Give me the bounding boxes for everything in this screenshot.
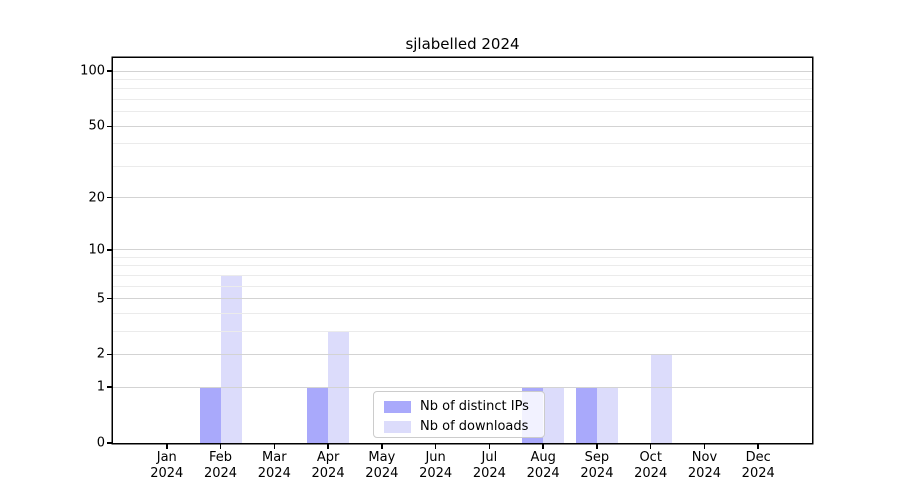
bar-distinct-ips-apr	[307, 387, 329, 443]
bar-downloads-sep	[596, 387, 618, 443]
y-axis-tick-50	[107, 125, 112, 127]
plot-area: 0 1 2 5 10 20 50 100 Jan 2024 Feb 2024 Mar 2024 Apr…	[80, 58, 812, 481]
y-axis-tick-0	[107, 442, 112, 444]
x-axis-tick-oct	[649, 444, 652, 449]
x-axis-label-apr: Apr 2024	[311, 450, 345, 481]
minor-gridline-80	[113, 88, 812, 90]
minor-gridline-30	[113, 165, 812, 167]
x-axis-tick-mar	[273, 444, 276, 449]
y-axis-label-10: 10	[88, 242, 105, 258]
x-axis-label-oct: Oct 2024	[634, 450, 668, 481]
legend-item-distinct-ips: Nb of distinct IPs	[384, 399, 544, 415]
major-gridline-2	[113, 353, 812, 355]
x-axis-label-jun: Jun 2024	[419, 450, 453, 481]
legend-label-downloads: Nb of downloads	[420, 419, 529, 434]
x-axis-label-mar: Mar 2024	[257, 450, 291, 481]
x-axis-label-feb: Feb 2024	[203, 450, 238, 481]
y-axis-label-2: 2	[96, 346, 105, 362]
x-axis-label-may: May 2024	[365, 450, 399, 481]
y-axis-tick-10	[107, 249, 112, 251]
x-axis-tick-jul	[488, 444, 491, 449]
bar-downloads-oct	[650, 354, 672, 443]
minor-gridline-6	[113, 285, 812, 287]
legend-item-downloads: Nb of downloads	[384, 419, 544, 435]
major-gridline-100	[113, 70, 812, 72]
y-axis-tick-1	[107, 386, 112, 388]
x-axis-label-sep: Sep 2024	[580, 450, 614, 481]
x-axis-tick-dec	[757, 444, 759, 449]
x-axis-label-aug: Aug 2024	[526, 450, 560, 481]
major-gridline-5	[113, 298, 812, 300]
minor-gridline-4	[113, 312, 812, 314]
y-axis-tick-20	[107, 196, 112, 199]
bar-downloads-feb	[220, 275, 242, 443]
x-axis-label-dec: Dec 2024	[741, 450, 775, 481]
x-axis-label-nov: Nov 2024	[687, 450, 721, 481]
y-axis-label-1: 1	[96, 379, 105, 395]
major-gridline-50	[113, 125, 812, 127]
legend-swatch-downloads	[384, 421, 411, 433]
y-axis-tick-100	[107, 70, 112, 72]
minor-gridline-60	[113, 111, 812, 113]
x-axis-tick-sep	[596, 444, 598, 449]
legend-label-distinct-ips: Nb of distinct IPs	[420, 399, 529, 414]
y-axis-label-0: 0	[96, 435, 105, 451]
bar-distinct-ips-sep	[575, 387, 597, 443]
y-axis-tick-2	[107, 353, 112, 356]
x-axis-tick-may	[381, 444, 383, 449]
y-axis-label-50: 50	[88, 118, 105, 134]
legend: Nb of distinct IPs Nb of downloads	[373, 391, 545, 438]
x-axis-tick-apr	[327, 444, 329, 449]
x-axis-tick-aug	[542, 444, 544, 449]
major-gridline-10	[113, 249, 812, 251]
minor-gridline-8	[113, 265, 812, 267]
y-axis-label-20: 20	[88, 190, 105, 206]
x-axis-tick-jun	[434, 444, 437, 449]
x-axis-tick-nov	[703, 444, 706, 449]
minor-gridline-70	[113, 99, 812, 101]
minor-gridline-7	[113, 274, 812, 276]
x-axis-tick-feb	[219, 444, 222, 449]
minor-gridline-90	[113, 79, 812, 81]
bar-distinct-ips-feb	[199, 387, 221, 443]
x-axis-tick-jan	[166, 444, 168, 449]
chart-title: sjlabelled 2024	[405, 35, 520, 53]
x-axis-label-jan: Jan 2024	[150, 450, 184, 481]
x-axis-label-jul: Jul 2024	[472, 450, 506, 481]
legend-swatch-distinct-ips	[384, 401, 411, 413]
y-axis-label-5: 5	[96, 291, 105, 307]
y-axis-tick-5	[107, 297, 112, 300]
bar-downloads-aug	[543, 387, 565, 443]
major-gridline-1	[113, 386, 812, 388]
y-axis-label-100: 100	[80, 63, 105, 79]
minor-gridline-3	[113, 330, 812, 332]
minor-gridline-9	[113, 257, 812, 258]
major-gridline-20	[113, 197, 812, 199]
minor-gridline-40	[113, 143, 812, 145]
